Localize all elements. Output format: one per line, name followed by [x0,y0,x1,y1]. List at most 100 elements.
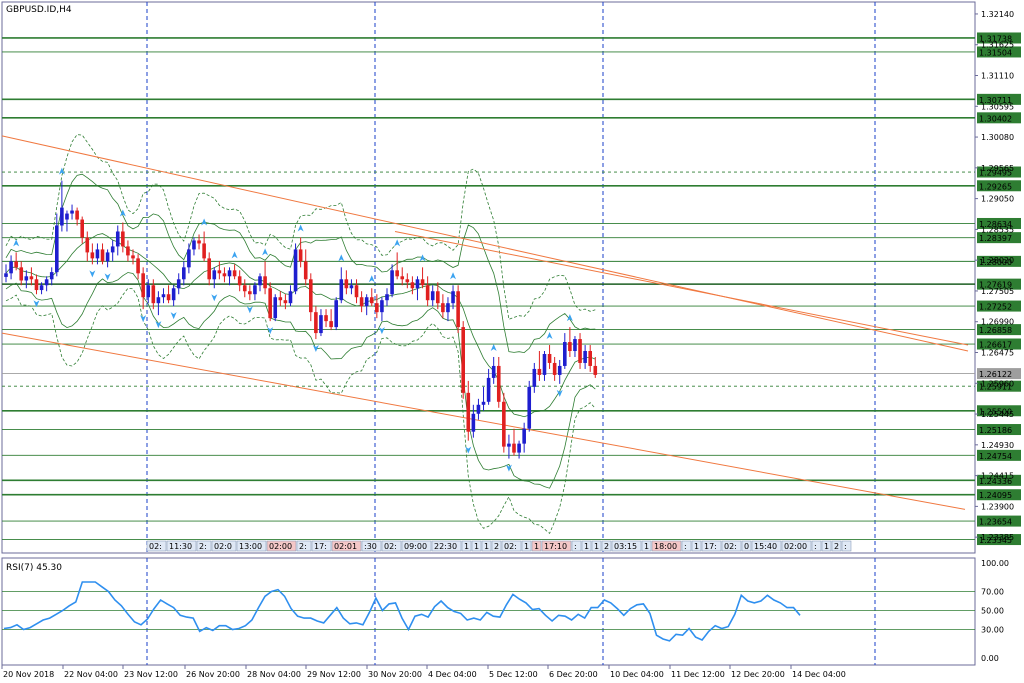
time-axis-label: 20 Nov 2018 [3,670,54,679]
time-tag-label: 1 [534,542,539,551]
rsi-axis-label: 50.00 [981,607,1004,616]
fractal-up-arrow [231,251,238,259]
fractal-up-arrow [262,248,269,256]
fractal-down-arrow [140,315,147,323]
candle-body [212,270,217,280]
fractal-up-arrow [546,332,553,340]
price-axis-label: 1.28535 [981,225,1014,234]
time-tag-label: 17: [704,542,717,551]
candle-body [496,365,501,402]
candle-body [293,249,298,292]
candle-body [49,272,54,280]
candle-body [34,279,39,291]
time-tag-label: 02:0 [214,542,232,551]
candle-body [166,294,171,301]
candle-body [283,300,288,304]
price-axis-label: 1.29050 [981,195,1014,204]
time-tag-label: 15:40 [754,542,777,551]
candle-body [65,213,69,220]
time-tag-label: 02: [149,542,162,551]
candle-body [303,261,308,280]
price-axis-label: 1.28020 [981,256,1014,265]
time-tag-box [431,540,462,552]
candle-body [55,225,59,273]
candle-body [446,303,450,313]
price-level-tag [977,32,1021,44]
fractal-up-arrow [419,254,426,262]
candle-body [258,276,262,286]
candle-body [4,273,8,277]
candle-body [588,351,592,366]
candle-body [309,279,313,313]
price-level-label: 1.30711 [979,96,1012,105]
price-pane[interactable] [1,1,976,554]
time-tag-label: 2 [604,542,609,551]
time-tag-label: 02:01 [334,542,357,551]
candle-body [187,249,191,268]
candle-body [182,267,186,280]
time-tag-label: 02: [384,542,397,551]
candle-body [110,246,115,253]
candle-body [60,207,64,226]
time-tag-box [481,540,492,552]
time-axis-label: 30 Nov 20:00 [368,670,422,679]
time-tag-label: 11:30 [169,542,192,551]
candle-body [263,276,267,289]
candle-body [85,237,90,253]
time-tag-label: 02:00 [269,542,292,551]
candle-body [425,285,430,301]
candle-body [24,276,29,281]
time-tag-label: 1 [694,542,699,551]
candle-body [121,231,125,247]
fractal-down-arrow [312,345,319,353]
time-axis-label: 10 Dec 04:00 [610,670,664,679]
time-axis-label: 26 Nov 20:00 [186,670,240,679]
candle-body [334,300,338,328]
candle-body [517,443,521,453]
price-axis-label: 1.27505 [981,287,1014,296]
candle-body [253,285,257,295]
candle-body [217,270,222,274]
time-tag-box [311,540,332,552]
candle-body [380,300,384,313]
rsi-pane[interactable] [1,557,976,666]
candle-body [420,279,425,286]
price-level-tag [977,324,1021,336]
fractal-up-arrow [119,209,126,217]
fractal-down-arrow [33,300,40,308]
candle-body [395,270,399,277]
candle-body [339,279,344,301]
trendline-upper [1,135,969,352]
time-tag-label: 09:00 [404,542,427,551]
candle-body [532,368,537,387]
time-tag-box [146,540,167,552]
price-axis-label: 1.31110 [981,72,1014,81]
price-axis-label: 1.32140 [981,10,1014,19]
time-tag-box [811,540,822,552]
fractal-down-arrow [104,273,111,281]
price-level-tag [977,112,1021,124]
candle-body [314,312,318,334]
candle-body [466,392,471,432]
price-level-label: 1.25500 [979,407,1012,416]
candle-body [563,342,567,366]
candle-body [273,297,278,319]
time-tag-box [266,540,297,552]
time-tag-label: 17:10 [544,542,567,551]
price-axis-label: 1.24415 [981,472,1014,481]
candle-body [176,279,181,289]
price-level-tag [977,368,1021,380]
candle-body [385,294,389,301]
fractal-down-arrow [170,312,177,320]
time-tag-box [401,540,432,552]
candle-body [146,285,151,298]
candle-body [136,258,140,274]
fractal-up-arrow [338,254,345,262]
candle-body [319,315,323,334]
candle-body [527,386,532,429]
candle-body [9,261,13,274]
fractal-down-arrow [556,389,563,397]
candle-body [29,276,34,280]
candle-body [557,365,562,375]
